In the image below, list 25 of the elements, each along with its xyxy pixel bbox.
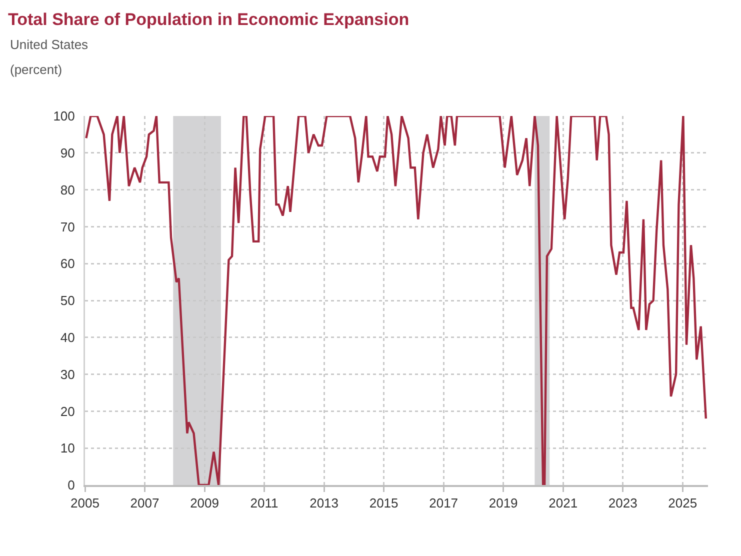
chart-title: Total Share of Population in Economic Expansion xyxy=(8,10,410,29)
y-tick-label: 40 xyxy=(60,330,75,345)
y-tick-label: 90 xyxy=(60,145,75,160)
y-tick-label: 70 xyxy=(60,219,75,234)
x-tick-label: 2025 xyxy=(668,496,698,511)
x-tick-label: 2015 xyxy=(369,496,398,511)
x-tick-label: 2019 xyxy=(488,496,518,511)
y-axis-title: (percent) xyxy=(10,62,62,77)
chart-subtitle: United States xyxy=(10,37,89,52)
x-tick-label: 2011 xyxy=(250,496,278,511)
x-tick-label: 2007 xyxy=(130,496,160,511)
y-tick-label: 100 xyxy=(53,108,75,124)
x-tick-label: 2013 xyxy=(310,496,338,511)
x-tick-label: 2009 xyxy=(190,496,219,511)
y-tick-label: 30 xyxy=(60,366,75,382)
y-tick-label: 20 xyxy=(60,404,75,419)
y-tick-label: 50 xyxy=(60,293,75,308)
x-tick-label: 2021 xyxy=(548,496,578,511)
x-tick-label: 2017 xyxy=(429,496,458,511)
x-tick-label: 2005 xyxy=(70,496,100,511)
y-tick-label: 10 xyxy=(60,440,75,456)
y-tick-label: 0 xyxy=(68,478,75,493)
x-tick-label: 2023 xyxy=(608,496,638,511)
y-tick-label: 80 xyxy=(60,182,75,198)
y-tick-label: 60 xyxy=(60,256,75,272)
